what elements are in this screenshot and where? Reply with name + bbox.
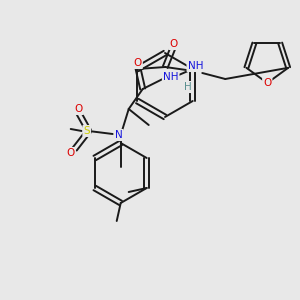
- Text: O: O: [134, 58, 142, 68]
- Text: O: O: [263, 78, 272, 88]
- Text: H: H: [184, 82, 192, 92]
- Text: O: O: [67, 148, 75, 158]
- Text: O: O: [75, 104, 83, 114]
- Text: O: O: [169, 39, 177, 49]
- Text: N: N: [115, 130, 123, 140]
- Text: S: S: [83, 126, 90, 136]
- Text: NH: NH: [188, 61, 203, 71]
- Text: NH: NH: [163, 72, 178, 82]
